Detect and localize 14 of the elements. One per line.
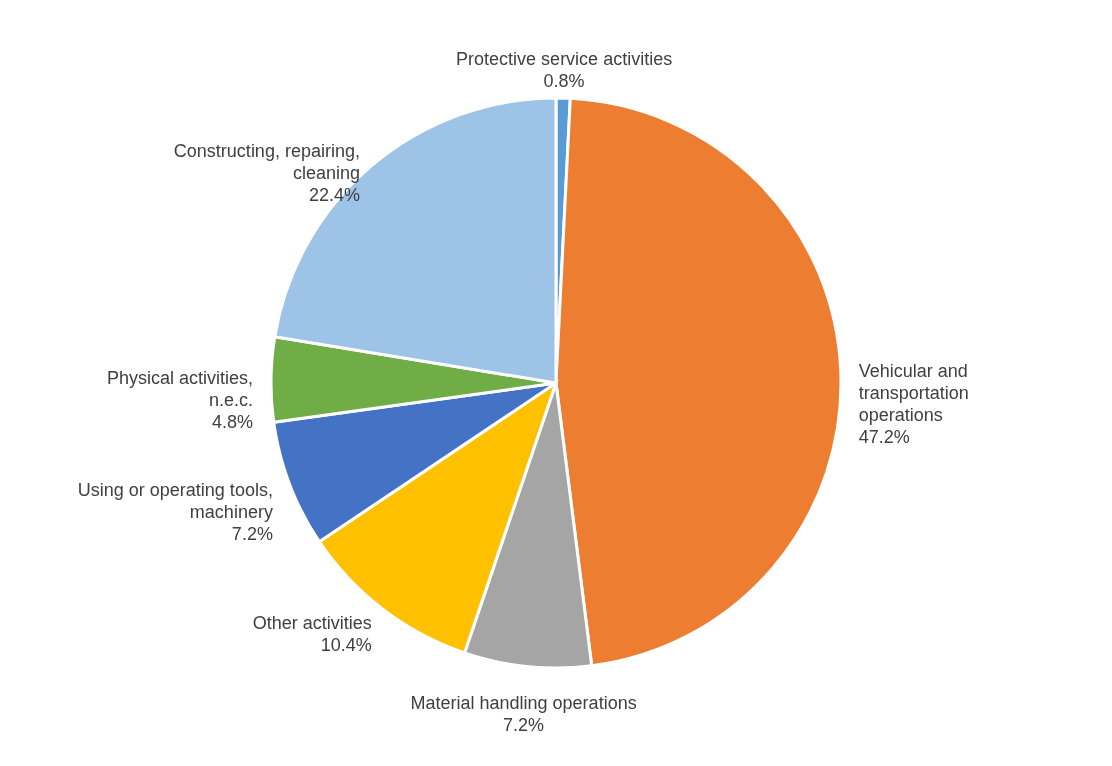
data-label: 0.8% [543, 71, 585, 92]
slice-label: Constructing, repairing, cleaning [173, 140, 360, 183]
data-label: 7.2% [503, 715, 545, 736]
slice-label: Using or operating tools, machinery [77, 479, 273, 522]
slice-label: Physical activities, n.e.c. [106, 368, 254, 411]
slice-label: Protective service activities [456, 49, 673, 70]
data-label: 10.4% [320, 634, 372, 655]
data-label: 7.2% [231, 523, 273, 544]
slice-label: Vehicular and transportation operations [858, 360, 969, 425]
slice-label: Material handling operations [410, 693, 637, 714]
data-label: 4.8% [211, 412, 254, 433]
slice-label: Other activities [252, 612, 372, 633]
data-label: 47.2% [858, 426, 910, 447]
data-label: 22.4% [308, 184, 360, 205]
